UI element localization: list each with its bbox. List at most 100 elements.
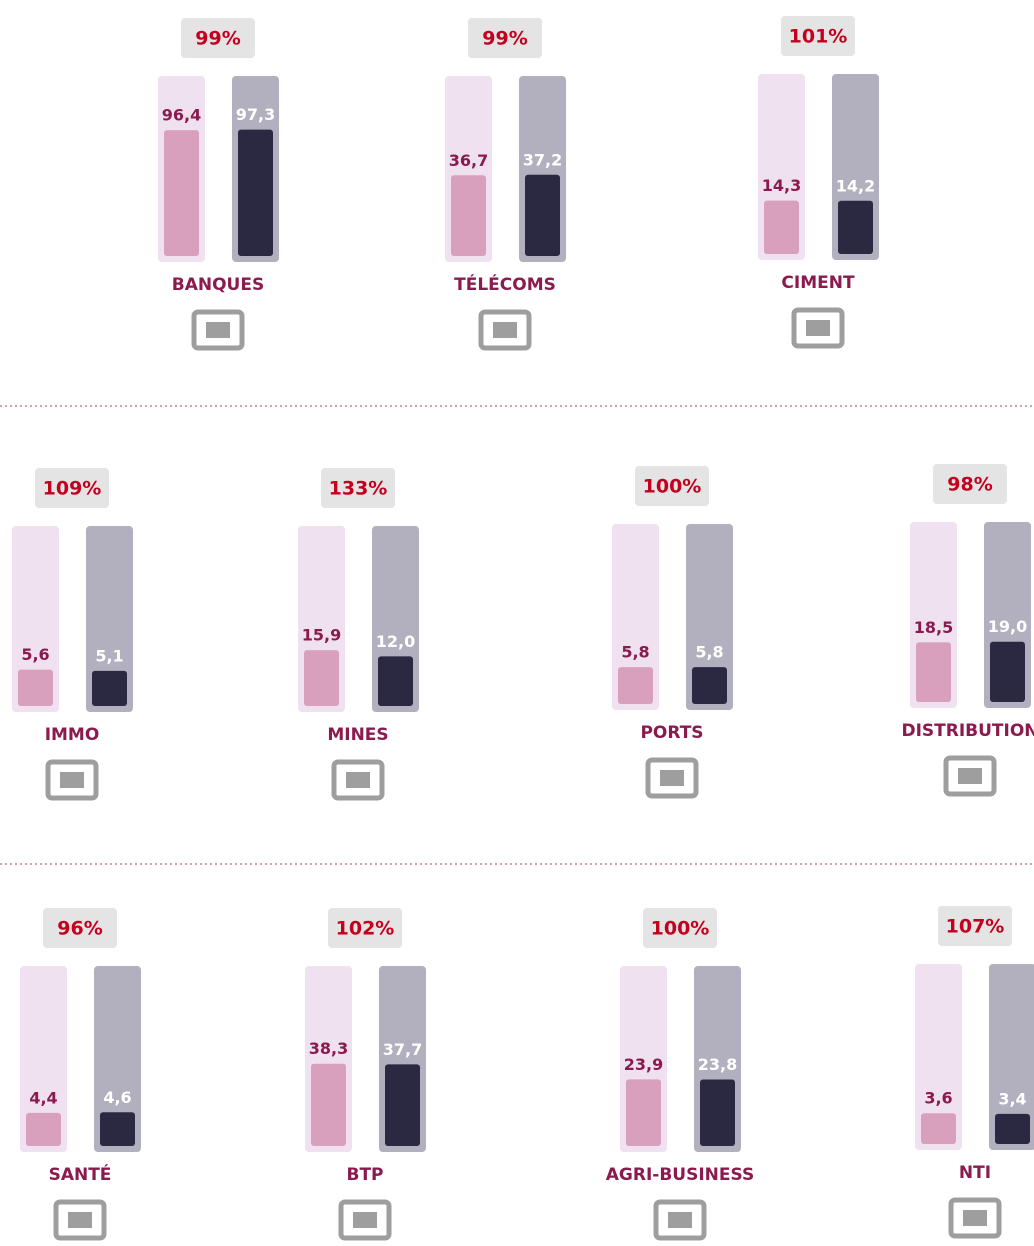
ratio-label: 102% [336, 918, 395, 940]
value-label: 96,4 [162, 106, 201, 125]
bar [916, 642, 951, 702]
sector-name: TÉLÉCOMS [454, 273, 556, 295]
sector-icon [660, 770, 684, 786]
sector-name: MINES [327, 725, 388, 745]
sector-icon [60, 772, 84, 788]
ratio-badge [938, 906, 1012, 946]
ratio-label: 99% [482, 28, 527, 50]
bar [990, 641, 1025, 702]
ratio-label: 100% [651, 918, 710, 940]
value-label: 4,6 [103, 1088, 131, 1107]
sector-icon [668, 1212, 692, 1228]
sector-name: BANQUES [172, 275, 264, 295]
ratio-label: 133% [329, 478, 388, 500]
sector-icon [958, 768, 982, 784]
value-label: 3,6 [924, 1089, 952, 1108]
ratio-label: 100% [643, 476, 702, 498]
bar [838, 200, 873, 254]
sector-icon [346, 772, 370, 788]
ratio-badge [181, 18, 255, 58]
bar [100, 1112, 135, 1146]
value-label: 37,7 [383, 1040, 422, 1059]
value-label: 3,4 [998, 1089, 1026, 1108]
value-label: 15,9 [302, 626, 341, 645]
value-label: 19,0 [988, 617, 1027, 636]
sector-icon [331, 759, 385, 801]
value-label: 4,4 [29, 1088, 57, 1107]
ratio-badge [321, 468, 395, 508]
sector-icon [53, 1199, 107, 1241]
value-label: 5,1 [95, 646, 123, 665]
bar [164, 130, 199, 256]
ratio-label: 99% [195, 28, 240, 50]
bar [764, 200, 799, 254]
bar [92, 670, 127, 706]
bar [921, 1113, 956, 1144]
ratio-badge [43, 908, 117, 948]
value-label: 23,8 [698, 1055, 737, 1074]
bar [626, 1079, 661, 1146]
value-label: 36,7 [449, 151, 488, 170]
value-label: 97,3 [236, 105, 275, 124]
bar [18, 669, 53, 706]
sector-name: IMMO [45, 725, 100, 745]
sector-name: SANTÉ [49, 1163, 112, 1185]
bar [378, 656, 413, 706]
ratio-label: 96% [57, 918, 102, 940]
bar-track [612, 524, 659, 710]
bar [451, 175, 486, 256]
ratio-badge [643, 908, 717, 948]
value-label: 38,3 [309, 1039, 348, 1058]
value-label: 5,8 [695, 643, 723, 662]
sector-icon [806, 320, 830, 336]
bar [311, 1063, 346, 1146]
ratio-badge [35, 468, 109, 508]
bar [238, 129, 273, 256]
bar [618, 667, 653, 704]
value-label: 18,5 [914, 618, 953, 637]
ratio-badge [933, 464, 1007, 504]
ratio-label: 98% [947, 474, 992, 496]
sector-name: DISTRIBUTION [901, 721, 1034, 741]
sector-icon [353, 1212, 377, 1228]
bar [995, 1113, 1030, 1144]
sector-icon [948, 1197, 1002, 1239]
sector-name: PORTS [640, 723, 703, 743]
value-label: 12,0 [376, 632, 415, 651]
bar-track [86, 526, 133, 712]
bar-track [20, 966, 67, 1152]
ratio-badge [635, 466, 709, 506]
value-label: 5,8 [621, 643, 649, 662]
ratio-label: 107% [946, 916, 1005, 938]
ratio-label: 109% [43, 478, 102, 500]
bar [692, 667, 727, 704]
ratio-badge [781, 16, 855, 56]
sector-icon [645, 757, 699, 799]
sector-icon [206, 322, 230, 338]
bar-track [94, 966, 141, 1152]
bar [385, 1064, 420, 1146]
sector-icon [68, 1212, 92, 1228]
value-label: 14,2 [836, 176, 875, 195]
ratio-label: 101% [789, 26, 848, 48]
sector-name: NTI [959, 1163, 991, 1183]
ratio-badge [468, 18, 542, 58]
bar-track [12, 526, 59, 712]
bar [700, 1079, 735, 1146]
sector-icon [653, 1199, 707, 1241]
sector-icon [791, 307, 845, 349]
bar-track [915, 964, 962, 1150]
sector-icon [943, 755, 997, 797]
sector-icon [191, 309, 245, 351]
value-label: 14,3 [762, 176, 801, 195]
sector-icon [493, 322, 517, 338]
bar-track [686, 524, 733, 710]
sector-icon [45, 759, 99, 801]
sector-name: CIMENT [781, 273, 855, 293]
sector-name: AGRI-BUSINESS [606, 1165, 754, 1185]
bar [525, 174, 560, 256]
bar [304, 650, 339, 706]
bar-track [989, 964, 1034, 1150]
value-label: 23,9 [624, 1055, 663, 1074]
